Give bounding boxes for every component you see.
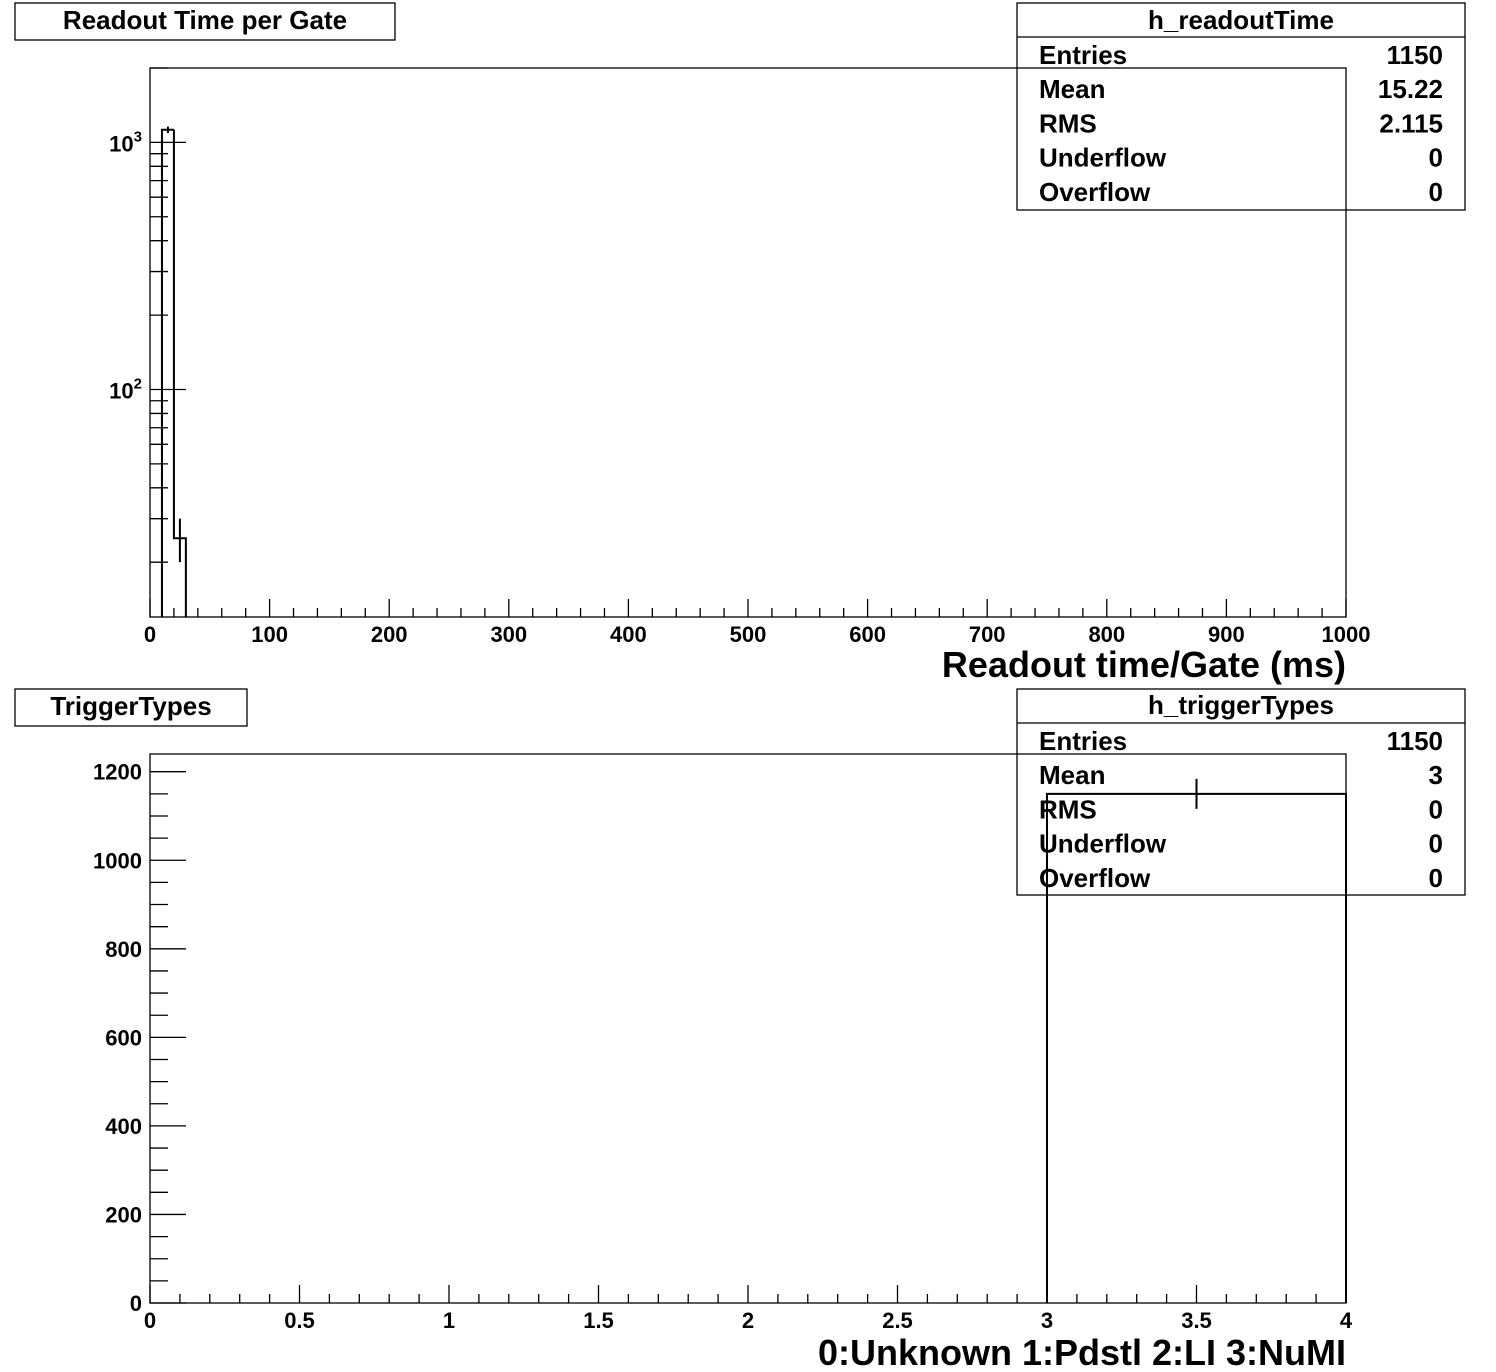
- x-tick-label: 200: [371, 622, 408, 647]
- chart-title: Readout Time per Gate: [63, 5, 347, 35]
- y-tick-base: 10: [109, 131, 133, 156]
- y-tick-label: 400: [105, 1114, 142, 1139]
- x-tick-label: 0.5: [284, 1308, 315, 1333]
- stats-label: RMS: [1039, 794, 1097, 824]
- stats-title: h_readoutTime: [1148, 5, 1334, 35]
- y-tick-base: 10: [109, 378, 133, 403]
- x-tick-label: 4: [1340, 1308, 1353, 1333]
- y-tick-label: 1200: [93, 760, 142, 785]
- stats-value: 2.115: [1379, 108, 1443, 138]
- stats-label: Underflow: [1039, 829, 1167, 859]
- x-tick-label: 2: [742, 1308, 754, 1333]
- chart-title: TriggerTypes: [50, 691, 211, 721]
- plot-frame: [149, 67, 1347, 618]
- x-tick-label: 100: [251, 622, 288, 647]
- x-tick-label: 900: [1208, 622, 1245, 647]
- plot-frame: [149, 753, 1347, 1304]
- stats-title: h_triggerTypes: [1148, 690, 1334, 720]
- x-tick-label: 300: [490, 622, 527, 647]
- x-tick-label: 2.5: [882, 1308, 913, 1333]
- histogram-bar: [160, 128, 174, 617]
- x-axis-label: 0:Unknown 1:Pdstl 2:LI 3:NuMI: [818, 1332, 1346, 1372]
- stats-label: Underflow: [1039, 143, 1167, 173]
- y-tick-exponent: 3: [134, 128, 142, 145]
- x-tick-label: 400: [610, 622, 647, 647]
- stats-box: [1016, 2, 1466, 211]
- y-tick-label: 600: [105, 1025, 142, 1050]
- stats-box: [1016, 688, 1466, 896]
- y-tick-label: 103: [109, 128, 142, 156]
- stats-label: Overflow: [1039, 177, 1151, 207]
- title-box: [14, 2, 396, 41]
- x-tick-label: 0: [144, 622, 156, 647]
- stats-label: Overflow: [1039, 863, 1151, 893]
- x-axis-label: Readout time/Gate (ms): [942, 644, 1346, 685]
- x-tick-label: 800: [1088, 622, 1125, 647]
- stats-value: 0: [1429, 794, 1443, 824]
- x-tick-label: 1: [443, 1308, 455, 1333]
- title-box: [14, 688, 248, 727]
- x-tick-label: 1000: [1322, 622, 1371, 647]
- stats-label: Mean: [1039, 74, 1105, 104]
- y-tick-label: 800: [105, 937, 142, 962]
- stats-value: 0: [1429, 863, 1443, 893]
- y-tick-exponent: 2: [134, 375, 142, 392]
- stats-value: 15.22: [1378, 74, 1443, 104]
- stats-label: Entries: [1039, 40, 1127, 70]
- stats-value: 0: [1429, 143, 1443, 173]
- stats-value: 0: [1429, 829, 1443, 859]
- x-tick-label: 500: [730, 622, 767, 647]
- x-tick-label: 0: [144, 1308, 156, 1333]
- stats-value: 0: [1429, 177, 1443, 207]
- x-tick-label: 3.5: [1181, 1308, 1212, 1333]
- stats-value: 3: [1429, 760, 1443, 790]
- y-tick-label: 102: [109, 375, 142, 403]
- x-tick-label: 700: [969, 622, 1006, 647]
- stats-label: RMS: [1039, 108, 1097, 138]
- stats-label: Entries: [1039, 726, 1127, 756]
- y-tick-label: 0: [130, 1291, 142, 1316]
- x-tick-label: 1.5: [583, 1308, 614, 1333]
- stats-value: 1150: [1387, 40, 1443, 70]
- stats-value: 1150: [1387, 726, 1443, 756]
- x-tick-label: 600: [849, 622, 886, 647]
- stats-label: Mean: [1039, 760, 1105, 790]
- y-tick-label: 1000: [93, 848, 142, 873]
- y-tick-label: 200: [105, 1202, 142, 1227]
- x-tick-label: 3: [1041, 1308, 1053, 1333]
